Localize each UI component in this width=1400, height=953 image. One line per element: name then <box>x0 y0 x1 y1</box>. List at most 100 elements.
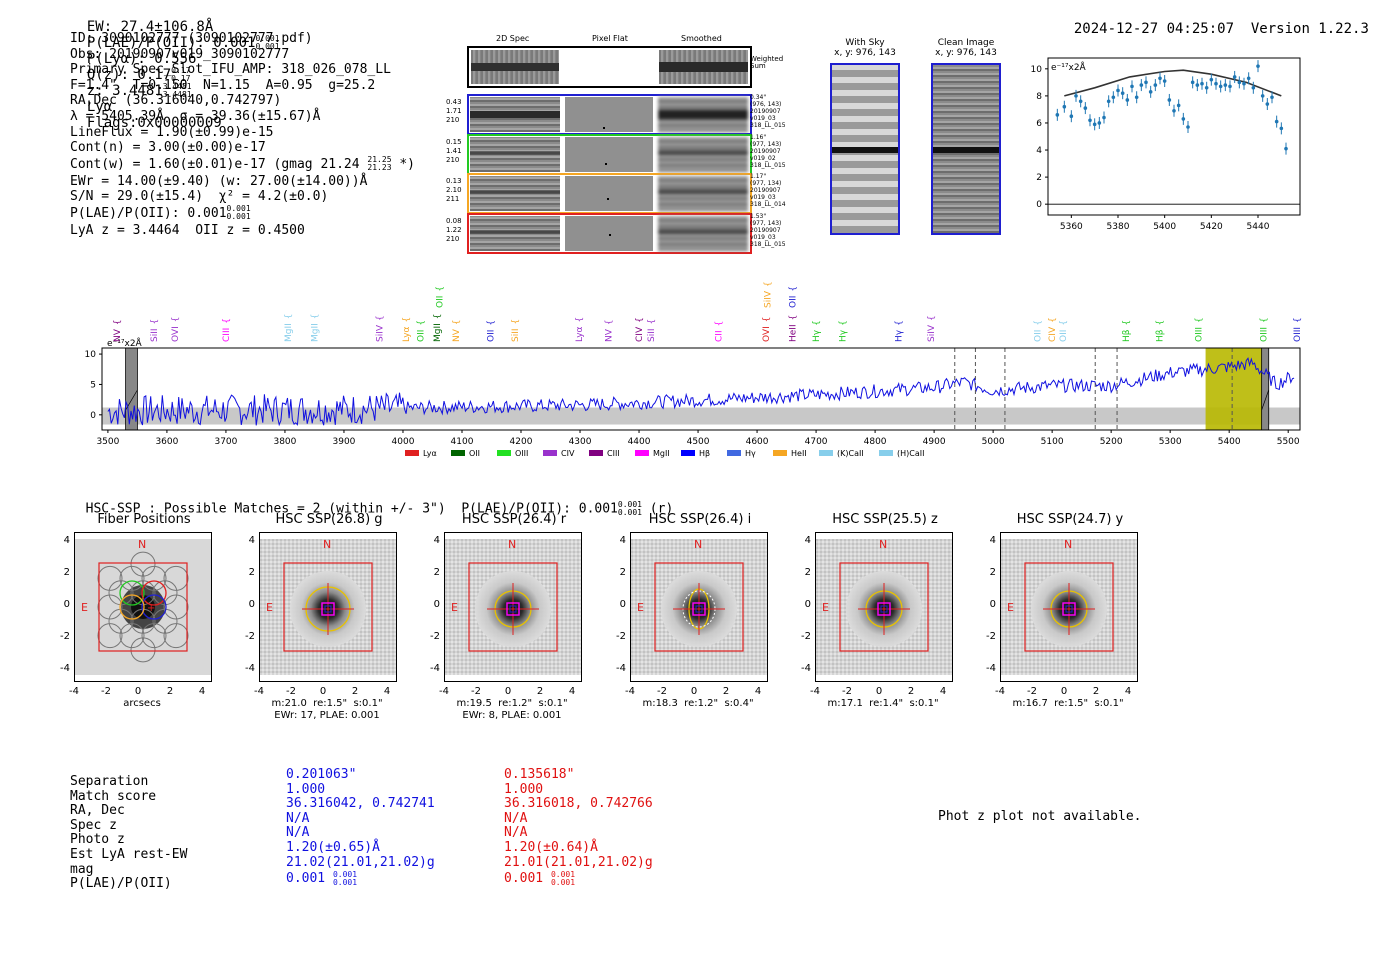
zoom-data-point <box>1265 102 1270 106</box>
y-tick-label: -2 <box>430 631 440 642</box>
zoom-data-point <box>1162 79 1167 83</box>
emission-line-name-text: OII <box>788 296 798 308</box>
info-ewr: EWr = 14.00(±9.40) (w: 27.00(±14.00))Å <box>70 173 368 189</box>
m1-radec: 36.316042, 0.742741 <box>286 796 435 812</box>
emission-line-label: OVI { <box>762 317 772 342</box>
y-tick-label: 2 <box>433 567 440 578</box>
zoom-data-point <box>1125 98 1130 102</box>
emission-line-name-text: Hγ <box>812 329 822 342</box>
match-table-labels: Separation Match score RA, Dec Spec z Ph… <box>70 774 187 892</box>
header-z: z: 3.4481 <box>86 83 163 99</box>
m2-spec-z: N/A <box>504 810 528 826</box>
header-plae: P(LAE)/P(OII): 0.001 <box>86 35 256 51</box>
emission-line-name-text: NV <box>113 328 123 342</box>
x-tick-label: 4 <box>568 686 576 697</box>
m1-separation: 0.201063" <box>286 767 357 782</box>
hsc-panel-title: Fiber Positions <box>97 512 191 527</box>
full-plot-frame <box>101 347 1301 431</box>
hsc-panel: HSC SSP(25.5) z N E -4 -2 0 2 4 4 2 0 -2 -4 m:17.… <box>785 512 975 727</box>
label-spec-z: Spec z <box>70 817 117 833</box>
x-tick-label: -4 <box>69 686 79 697</box>
emission-line-name: Hβ { <box>1156 320 1166 342</box>
header-qz: Q(z): 0.17 <box>86 67 172 83</box>
emission-line-name: Hγ { <box>839 320 849 342</box>
y-tick-label: -2 <box>616 631 626 642</box>
emission-line-brace: { <box>1156 320 1166 326</box>
y-tick-label: 0 <box>804 599 811 610</box>
cutout-smoothed <box>658 136 748 172</box>
hsc-panel-title: HSC SSP(26.8) g <box>275 512 383 527</box>
fiber-positions-image: + <box>75 539 211 675</box>
x-tick-label: 2 <box>722 686 730 697</box>
full-xtick-label: 5200 <box>1100 437 1123 447</box>
x-tick-label: 4 <box>1124 686 1132 697</box>
info-gmag-hi: 21.25 <box>367 155 392 165</box>
zoom-ytick-label: 4 <box>1036 146 1042 156</box>
info-cont-w-end: *) <box>399 156 415 172</box>
label-match-score: Match score <box>70 788 157 804</box>
zoom-spectrum-chart: e⁻¹⁷x2Å 0 2 4 6 8 10 5360 5380 5400 5420 5440 <box>1031 57 1301 232</box>
emission-line-name: CIV { <box>1048 317 1058 342</box>
cutout-stat-c: 211 <box>446 195 460 203</box>
north-label: N <box>323 538 332 551</box>
x-tick-label: -2 <box>101 686 111 697</box>
y-tick-label: -4 <box>801 663 811 674</box>
zoom-data-point <box>1092 122 1097 127</box>
cutout-row-stats: 0.13 2.10 211 <box>446 177 462 204</box>
emission-line-name-text: SiII <box>511 328 521 342</box>
emission-line-brace: { <box>812 320 822 326</box>
cutout-stat-c: 210 <box>446 155 460 164</box>
zoom-data-point <box>1083 106 1088 110</box>
emission-line-name: Hγ { <box>812 320 822 342</box>
info-primary-slot: Primary Spec_Slot_IFU_AMP: 318_026_078_L… <box>70 62 391 78</box>
emission-line-name-text: OII <box>417 330 427 342</box>
m1-plae-lo: 0.001 <box>332 877 358 887</box>
emission-line-name-text: OIII <box>1259 327 1269 342</box>
emission-line-label: CIV { <box>635 317 645 342</box>
north-label: N <box>138 538 147 551</box>
emission-line-brace: { <box>575 317 585 323</box>
m2-lya-ew: 1.20(±0.64)Å <box>504 839 598 855</box>
m1-spec-z: N/A <box>286 810 310 826</box>
label-radec: RA, Dec <box>70 803 125 819</box>
cutout-2d-image <box>470 97 560 132</box>
header-bar: EW: 27.4±106.8Å P(LAE)/P(OII): 0.001 0.00… <box>70 3 296 131</box>
x-tick-label: -2 <box>1027 686 1037 697</box>
y-tick-label: 2 <box>248 567 255 578</box>
emission-line-name-text: OIII <box>1194 327 1204 342</box>
legend-swatch <box>451 450 465 456</box>
header-timestamp: 2024-12-27 04:25:07 Version 1.22.3 <box>1057 5 1369 37</box>
emission-line-brace: { <box>764 281 774 287</box>
photz-note: Phot z plot not available. <box>938 809 1142 824</box>
info-obs: Obs: 20190907v019_3090102777 <box>70 46 290 62</box>
east-label: E <box>266 601 273 614</box>
m1-plae: 0.001 0.001 0.001 <box>286 869 358 887</box>
emission-line-brace: { <box>604 319 614 325</box>
emission-line-brace: { <box>375 315 385 321</box>
north-label: N <box>694 538 703 551</box>
x-tick-label: -2 <box>657 686 667 697</box>
zoom-data-point <box>1200 81 1204 86</box>
m2-plae: 0.001 0.001 0.001 <box>504 869 576 887</box>
emission-line-name: Hβ { <box>1122 320 1132 342</box>
cutout-stat-b: 1.71 <box>446 107 462 115</box>
emission-line-label: SiII { <box>647 319 657 342</box>
hsc-panel-caption: m:18.3 re:1.2" s:0.4" <box>642 698 754 709</box>
with-sky-title: With Sky x, y: 976, 143 <box>820 38 910 58</box>
col-2d-spec: 2D Spec <box>496 34 530 43</box>
emission-line-brace: { <box>171 317 181 323</box>
info-id: ID: 3090102777 (3090102777.pdf) <box>70 31 313 46</box>
y-tick-label: 2 <box>619 567 626 578</box>
emission-line-name-text: OII <box>436 296 446 308</box>
zoom-data-point <box>1181 117 1186 121</box>
legend-swatch <box>773 450 787 456</box>
info-lambda-sigma: λ = 5405.39Å σ = 39.36(±15.67)Å <box>70 108 321 124</box>
emission-line-name: SiIV { <box>927 315 937 342</box>
info-cont-w: Cont(w) = 1.60(±0.01)e-17 (gmag 21.24 21… <box>70 156 415 174</box>
y-tick-label: 2 <box>989 567 996 578</box>
cutout-frame <box>467 212 752 254</box>
emission-line-brace: { <box>486 320 496 326</box>
emission-line-brace: { <box>1033 320 1043 326</box>
y-tick-label: 4 <box>63 535 70 546</box>
emission-line-name: OIII { <box>1293 317 1303 342</box>
